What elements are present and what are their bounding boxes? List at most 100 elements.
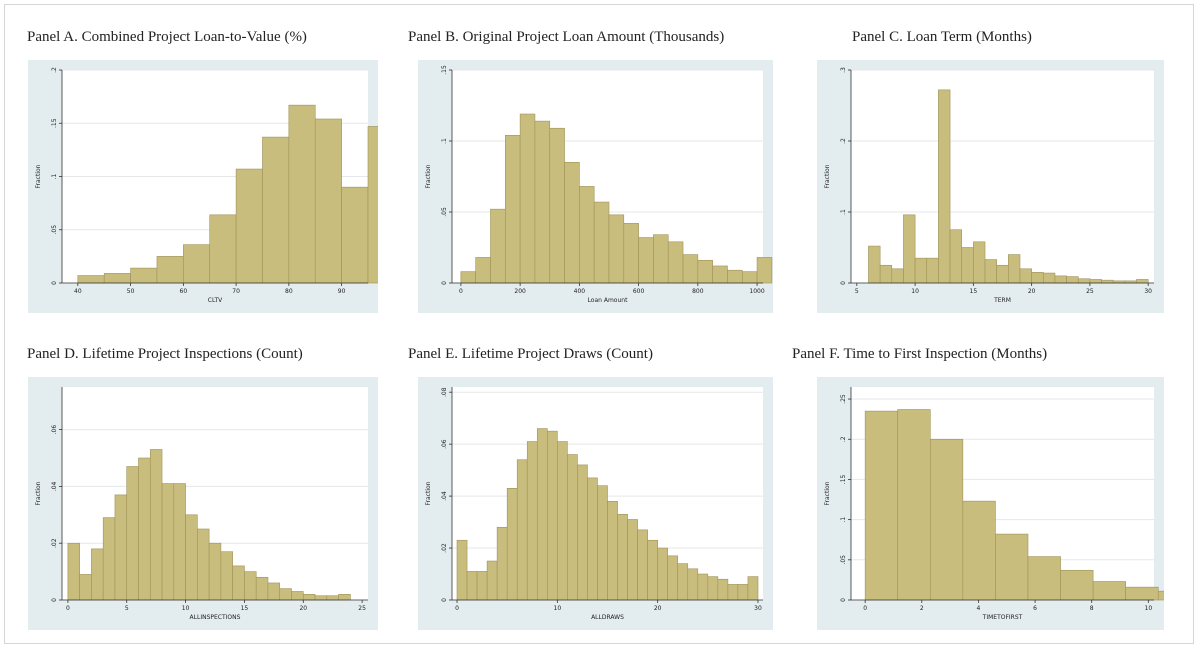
- histogram-bar: [547, 430, 558, 601]
- histogram-bar: [288, 104, 316, 284]
- histogram-bar: [67, 542, 80, 601]
- y-tick-label: .15: [51, 118, 58, 128]
- y-tick-label: .1: [441, 138, 448, 144]
- histogram-bar: [367, 126, 395, 284]
- histogram-bar: [326, 595, 339, 601]
- histogram-bar: [262, 136, 290, 284]
- panel-f-chart: 0 2 4 6 8 10 0 .05 .1 .15 .2 .25 TIMETOFIRST Fraction: [817, 377, 1192, 630]
- y-axis-label: Fraction: [35, 164, 42, 188]
- histogram-bar: [314, 118, 342, 284]
- x-tick-label: 0: [66, 605, 70, 612]
- y-tick-label: .15: [840, 474, 847, 484]
- histogram-bar: [557, 441, 568, 601]
- histogram-bar: [534, 120, 551, 284]
- histogram-bar: [516, 459, 528, 601]
- histogram-bar: [577, 464, 588, 601]
- histogram-bar: [130, 267, 158, 284]
- x-tick-label: 0: [455, 605, 459, 612]
- y-tick-label: .06: [51, 425, 58, 435]
- histogram-bar: [235, 168, 263, 284]
- x-tick-label: 0: [459, 288, 463, 295]
- histogram-bar: [341, 186, 369, 284]
- panel-e-title: Panel E. Lifetime Project Draws (Count): [408, 346, 653, 362]
- histogram-bar: [79, 574, 92, 601]
- y-tick-label: .08: [441, 387, 448, 397]
- histogram-bar: [1060, 569, 1094, 601]
- histogram-bar: [149, 449, 163, 601]
- x-tick-label: 400: [574, 288, 586, 295]
- x-axis-label: ALLDRAWS: [591, 614, 624, 621]
- histogram-bar: [995, 533, 1029, 601]
- histogram-bar: [1089, 279, 1102, 284]
- histogram-bar: [914, 257, 928, 284]
- y-tick-label: .05: [840, 555, 847, 565]
- y-tick-label: .3: [840, 67, 847, 73]
- histogram-bar: [741, 271, 758, 284]
- histogram-bar: [267, 582, 281, 601]
- x-tick-label: 20: [1028, 288, 1036, 295]
- histogram-bar: [1136, 279, 1149, 284]
- panel-a-svg: 40 50 60 70 80 90 0 .05 .1 .15 .2 CLTV Fraction: [35, 67, 395, 304]
- histogram-bar: [1019, 268, 1032, 284]
- x-tick-label: 15: [970, 288, 978, 295]
- histogram-bar: [456, 539, 468, 601]
- x-tick-label: 30: [1144, 288, 1152, 295]
- histogram-bar: [897, 409, 931, 601]
- histogram-bar: [91, 548, 104, 601]
- histogram-bar: [126, 466, 139, 601]
- histogram-bar: [138, 457, 151, 601]
- histogram-bar: [156, 256, 184, 284]
- x-axis-label: ALLINSPECTIONS: [190, 614, 241, 621]
- histogram-bar: [1027, 556, 1061, 601]
- histogram-bar: [962, 500, 996, 601]
- histogram-bar: [1101, 279, 1114, 284]
- histogram-bar: [597, 485, 608, 601]
- histogram-bar: [103, 273, 131, 284]
- y-tick-label: 0: [441, 598, 448, 602]
- histogram-bar: [173, 483, 186, 601]
- histogram-bar: [687, 568, 699, 601]
- histogram-bar: [712, 265, 728, 284]
- x-tick-label: 30: [754, 605, 762, 612]
- histogram-bar: [564, 162, 580, 284]
- y-tick-label: 0: [51, 281, 58, 285]
- histogram-bar: [579, 186, 595, 284]
- histogram-bar: [973, 241, 986, 284]
- histogram-bar: [220, 551, 233, 601]
- y-tick-label: 0: [840, 598, 847, 602]
- x-tick-label: 1000: [749, 288, 764, 295]
- panel-b-chart: 0 200 400 600 800 1000 0 .05 .1 .15 Loan Amount Fra…: [418, 60, 773, 313]
- histogram-bar: [637, 529, 648, 601]
- histogram-bar: [519, 113, 536, 284]
- histogram-bar: [244, 571, 257, 601]
- y-tick-label: .1: [840, 209, 847, 215]
- histogram-bar: [608, 214, 625, 284]
- histogram-bar: [185, 514, 198, 601]
- histogram-bar: [864, 410, 899, 601]
- x-tick-label: 10: [911, 288, 919, 295]
- histogram-bar: [717, 578, 729, 601]
- x-tick-label: 2: [920, 605, 924, 612]
- y-tick-label: .15: [441, 65, 448, 75]
- panel-c-chart: 5 10 15 20 25 30 0 .1 .2 .3 TERM Fraction: [817, 60, 1164, 313]
- histogram-bar: [996, 264, 1009, 284]
- histogram-bar: [647, 539, 658, 601]
- histogram-bar: [161, 483, 175, 601]
- y-axis-label: Fraction: [824, 481, 831, 505]
- panel-c-title: Panel C. Loan Term (Months): [852, 29, 1032, 45]
- x-tick-label: 40: [74, 288, 82, 295]
- y-tick-label: .02: [51, 538, 58, 548]
- histogram-bar: [607, 500, 618, 601]
- x-tick-label: 600: [633, 288, 645, 295]
- figure-frame: [4, 4, 1194, 644]
- histogram-bar: [232, 565, 245, 601]
- histogram-bar: [638, 237, 654, 284]
- x-tick-label: 5: [125, 605, 129, 612]
- y-tick-label: .2: [840, 436, 847, 442]
- histogram-bar: [984, 259, 997, 284]
- x-tick-label: 200: [514, 288, 526, 295]
- x-tick-label: 800: [692, 288, 704, 295]
- histogram-bar: [506, 488, 518, 601]
- histogram-bar: [707, 576, 719, 601]
- histogram-bar: [926, 257, 939, 284]
